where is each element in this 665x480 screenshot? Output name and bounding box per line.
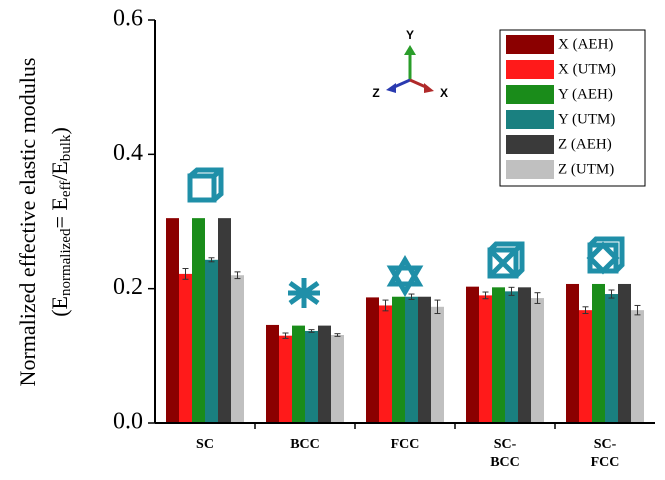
legend-swatch — [506, 60, 554, 79]
bar — [266, 325, 279, 423]
bar — [431, 307, 444, 423]
triad-label: Z — [372, 86, 379, 100]
legend-label: Z (AEH) — [558, 136, 612, 152]
triad-arrow — [386, 83, 396, 93]
bar — [205, 260, 218, 423]
y-tick-label: 0.6 — [113, 6, 143, 32]
formula-part: ) — [47, 127, 72, 134]
x-tick-label-line: FCC — [391, 437, 420, 452]
y-axis-label-formula: (Enormalized= Eeff/Ebulk) — [47, 127, 74, 317]
formula-sub: bulk — [58, 134, 74, 161]
bar — [318, 326, 331, 423]
lattice-icons — [190, 170, 622, 308]
bcc-icon — [288, 278, 320, 308]
triad-arrow — [404, 45, 416, 55]
bar — [379, 305, 392, 423]
bar — [405, 297, 418, 423]
x-tick-label-line: BCC — [290, 437, 320, 452]
x-tick-label: BCC — [290, 437, 320, 452]
x-tick-label-line: BCC — [490, 455, 520, 470]
x-tick-label: SC- FCC — [591, 437, 620, 470]
fcc-icon — [391, 260, 419, 292]
legend-swatch — [506, 35, 554, 54]
scbcc-icon — [490, 244, 522, 276]
y-axis-label: Normalized effective elastic modulus — [15, 58, 40, 387]
chart: Normalized effective elastic modulus (En… — [0, 0, 665, 480]
bar — [566, 284, 579, 423]
y-tick-label: 0.4 — [113, 140, 143, 166]
legend-label: Z (UTM) — [558, 161, 614, 177]
scfcc-icon — [590, 239, 622, 271]
x-tick-label: SC- BCC — [490, 437, 520, 470]
formula-sub: normalized — [58, 228, 74, 296]
axis-triad: Y Z X — [372, 28, 448, 100]
sc-icon — [190, 170, 221, 200]
triad-label: X — [440, 86, 448, 100]
legend-label: Y (AEH) — [558, 86, 613, 102]
bar — [466, 287, 479, 423]
bar — [392, 297, 405, 423]
bar — [618, 284, 631, 423]
bar — [179, 274, 192, 423]
bar — [631, 310, 644, 423]
bar — [231, 275, 244, 423]
bar — [605, 294, 618, 423]
bar — [166, 218, 179, 423]
bar — [192, 218, 205, 423]
bar — [305, 331, 318, 423]
triad-arrow — [424, 83, 434, 93]
x-tick-label-line: SC — [196, 437, 214, 452]
x-tick-label-line: FCC — [591, 455, 620, 470]
formula-part: = E — [47, 197, 72, 228]
legend-label: Y (UTM) — [558, 111, 615, 127]
bar — [505, 291, 518, 423]
legend-label: X (UTM) — [558, 61, 616, 77]
bar — [331, 335, 344, 423]
bar — [366, 297, 379, 423]
y-tick-label: 0.2 — [113, 274, 143, 300]
x-tick-label: SC — [196, 437, 214, 452]
legend-swatch — [506, 110, 554, 129]
bar — [518, 287, 531, 423]
legend-swatch — [506, 160, 554, 179]
legend-swatch — [506, 85, 554, 104]
x-tick-label: FCC — [391, 437, 420, 452]
bar — [492, 287, 505, 423]
y-tick-label: 0.0 — [113, 409, 143, 435]
legend-swatch — [506, 135, 554, 154]
bar — [579, 310, 592, 423]
x-tick-label-line: SC- — [594, 437, 617, 452]
formula-part: /E — [47, 161, 72, 181]
bar — [479, 295, 492, 423]
bar — [218, 218, 231, 423]
legend-label: X (AEH) — [558, 36, 613, 52]
bar — [592, 284, 605, 423]
x-tick-label-line: SC- — [494, 437, 517, 452]
formula-part: (E — [47, 296, 72, 317]
formula-sub: eff — [58, 181, 74, 197]
triad-label: Y — [406, 28, 414, 42]
bar — [418, 297, 431, 423]
bar — [531, 298, 544, 423]
bar — [292, 326, 305, 423]
bar — [279, 336, 292, 423]
